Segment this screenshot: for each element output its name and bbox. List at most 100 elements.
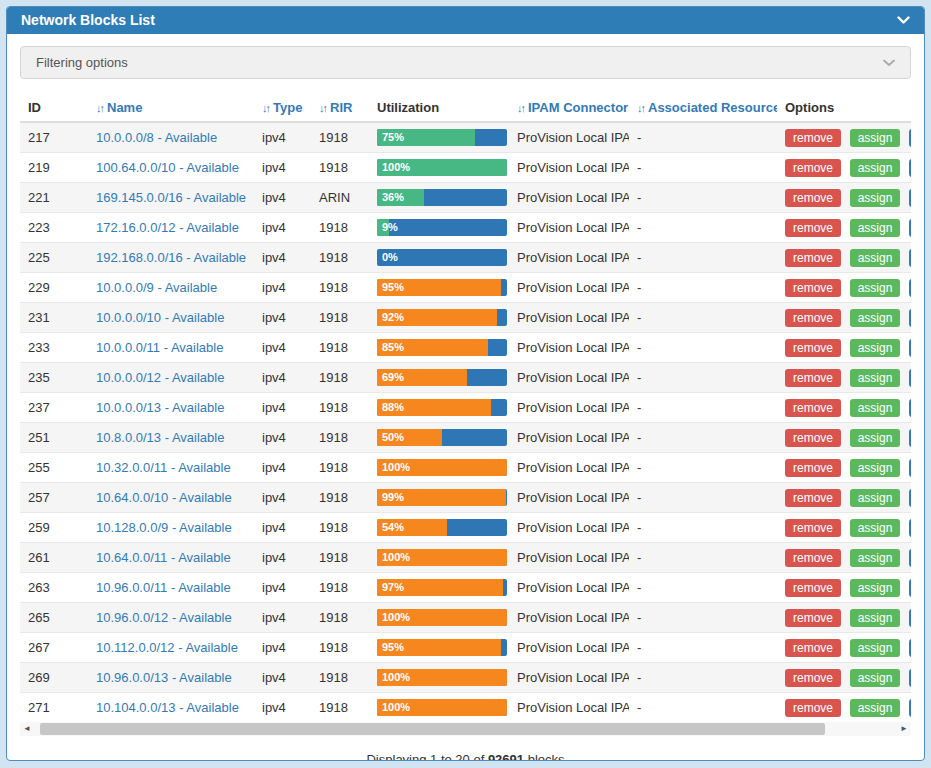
sync-button[interactable]: sync (909, 519, 911, 537)
assign-button[interactable]: assign (850, 489, 901, 507)
assign-button[interactable]: assign (850, 309, 901, 327)
block-name-link[interactable]: 10.0.0.0/9 - Available (96, 280, 217, 295)
sync-button[interactable]: sync (909, 339, 911, 357)
block-name-link[interactable]: 192.168.0.0/16 - Available (96, 250, 246, 265)
ipam-connector-value: ProVision Local IPAM (509, 693, 629, 723)
assign-button[interactable]: assign (850, 279, 901, 297)
utilization-percent-label: 100% (377, 669, 507, 686)
assign-button[interactable]: assign (850, 609, 901, 627)
remove-button[interactable]: remove (785, 549, 841, 567)
sync-button[interactable]: sync (909, 399, 911, 417)
sync-button[interactable]: sync (909, 699, 911, 717)
block-name-link[interactable]: 10.64.0.0/10 - Available (96, 490, 232, 505)
sync-button[interactable]: sync (909, 579, 911, 597)
block-type: ipv4 (254, 333, 311, 363)
remove-button[interactable]: remove (785, 159, 841, 177)
assign-button[interactable]: assign (850, 339, 901, 357)
scrollbar-thumb[interactable] (40, 723, 825, 735)
sync-button[interactable]: sync (909, 549, 911, 567)
remove-button[interactable]: remove (785, 459, 841, 477)
assign-button[interactable]: assign (850, 699, 901, 717)
column-header-type[interactable]: ↓↑Type (254, 96, 311, 122)
block-name-link[interactable]: 10.0.0.0/8 - Available (96, 130, 217, 145)
block-name-link[interactable]: 10.128.0.0/9 - Available (96, 520, 232, 535)
remove-button[interactable]: remove (785, 399, 841, 417)
sync-button[interactable]: sync (909, 609, 911, 627)
block-name-link[interactable]: 10.8.0.0/13 - Available (96, 430, 224, 445)
block-name-link[interactable]: 10.0.0.0/11 - Available (96, 340, 223, 355)
scrollbar-track[interactable] (34, 722, 897, 736)
assign-button[interactable]: assign (850, 189, 901, 207)
remove-button[interactable]: remove (785, 429, 841, 447)
sync-button[interactable]: sync (909, 159, 911, 177)
block-name-link[interactable]: 10.96.0.0/12 - Available (96, 610, 232, 625)
horizontal-scrollbar[interactable]: ◄ ► (20, 722, 911, 736)
remove-button[interactable]: remove (785, 519, 841, 537)
sync-button[interactable]: sync (909, 219, 911, 237)
sync-button[interactable]: sync (909, 189, 911, 207)
block-name-link[interactable]: 10.64.0.0/11 - Available (96, 550, 231, 565)
column-header-associated-resources[interactable]: ↓↑Associated Resources (629, 96, 777, 122)
assign-button[interactable]: assign (850, 429, 901, 447)
block-name-link[interactable]: 10.0.0.0/12 - Available (96, 370, 224, 385)
assign-button[interactable]: assign (850, 579, 901, 597)
associated-resources-value: - (629, 153, 777, 183)
assign-button[interactable]: assign (850, 459, 901, 477)
block-name-link[interactable]: 100.64.0.0/10 - Available (96, 160, 239, 175)
block-name-link[interactable]: 10.96.0.0/11 - Available (96, 580, 231, 595)
sync-button[interactable]: sync (909, 459, 911, 477)
assign-button[interactable]: assign (850, 669, 901, 687)
sync-button[interactable]: sync (909, 489, 911, 507)
block-name-link[interactable]: 10.112.0.0/12 - Available (96, 640, 238, 655)
remove-button[interactable]: remove (785, 249, 841, 267)
remove-button[interactable]: remove (785, 579, 841, 597)
filtering-options-toggle[interactable]: Filtering options (20, 46, 911, 79)
remove-button[interactable]: remove (785, 609, 841, 627)
sync-button[interactable]: sync (909, 129, 911, 147)
remove-button[interactable]: remove (785, 129, 841, 147)
block-name-link[interactable]: 172.16.0.0/12 - Available (96, 220, 239, 235)
block-name-link[interactable]: 10.0.0.0/13 - Available (96, 400, 224, 415)
remove-button[interactable]: remove (785, 369, 841, 387)
sync-button[interactable]: sync (909, 279, 911, 297)
remove-button[interactable]: remove (785, 639, 841, 657)
remove-button[interactable]: remove (785, 309, 841, 327)
assign-button[interactable]: assign (850, 399, 901, 417)
sync-button[interactable]: sync (909, 669, 911, 687)
panel-collapse-chevron-icon[interactable] (897, 16, 910, 25)
remove-button[interactable]: remove (785, 489, 841, 507)
block-rir: 1918 (311, 393, 369, 423)
assign-button[interactable]: assign (850, 639, 901, 657)
assign-button[interactable]: assign (850, 549, 901, 567)
remove-button[interactable]: remove (785, 669, 841, 687)
remove-button[interactable]: remove (785, 279, 841, 297)
associated-resources-value: - (629, 513, 777, 543)
block-name-link[interactable]: 10.0.0.0/10 - Available (96, 310, 224, 325)
column-header-ipam-connector[interactable]: ↓↑IPAM Connector (509, 96, 629, 122)
ipam-connector-value: ProVision Local IPAM (509, 423, 629, 453)
block-name-link[interactable]: 169.145.0.0/16 - Available (96, 190, 246, 205)
assign-button[interactable]: assign (850, 519, 901, 537)
block-name-link[interactable]: 10.96.0.0/13 - Available (96, 670, 232, 685)
sync-button[interactable]: sync (909, 249, 911, 267)
remove-button[interactable]: remove (785, 189, 841, 207)
column-header-name[interactable]: ↓↑Name (88, 96, 254, 122)
assign-button[interactable]: assign (850, 249, 901, 267)
sync-button[interactable]: sync (909, 309, 911, 327)
block-name-link[interactable]: 10.32.0.0/11 - Available (96, 460, 231, 475)
sync-button[interactable]: sync (909, 639, 911, 657)
sync-button[interactable]: sync (909, 369, 911, 387)
assign-button[interactable]: assign (850, 219, 901, 237)
assign-button[interactable]: assign (850, 369, 901, 387)
block-name-link[interactable]: 10.104.0.0/13 - Available (96, 700, 239, 715)
remove-button[interactable]: remove (785, 339, 841, 357)
column-header-rir[interactable]: ↓↑RIR (311, 96, 369, 122)
associated-resources-value: - (629, 273, 777, 303)
remove-button[interactable]: remove (785, 219, 841, 237)
assign-button[interactable]: assign (850, 159, 901, 177)
scroll-left-arrow-icon[interactable]: ◄ (20, 722, 34, 736)
scroll-right-arrow-icon[interactable]: ► (897, 722, 911, 736)
assign-button[interactable]: assign (850, 129, 901, 147)
sync-button[interactable]: sync (909, 429, 911, 447)
remove-button[interactable]: remove (785, 699, 841, 717)
